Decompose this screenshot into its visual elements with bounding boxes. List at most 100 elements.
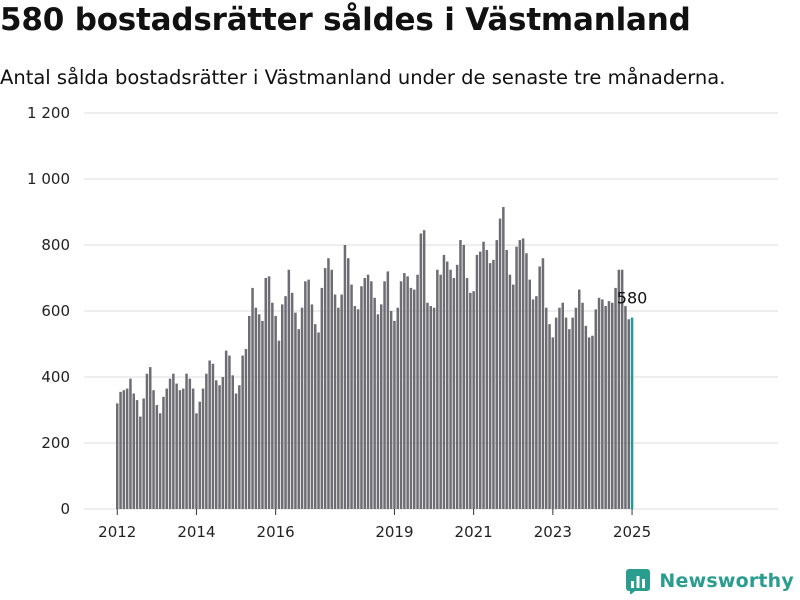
bar [581, 302, 584, 509]
bar [198, 401, 201, 509]
bar [274, 315, 277, 509]
bar [248, 315, 251, 509]
bar [515, 246, 518, 509]
bar [531, 299, 535, 509]
bar [234, 393, 238, 509]
bar [267, 276, 271, 509]
bar [535, 296, 538, 509]
bar [571, 317, 574, 509]
bar [426, 302, 429, 509]
bar [607, 301, 611, 509]
bar [508, 274, 512, 509]
bar [314, 324, 317, 509]
bar [360, 286, 363, 509]
bar [442, 254, 446, 509]
bar [528, 279, 531, 509]
bar [241, 355, 244, 509]
x-axis-ticks: 2012 2014 2016 2019 2021 2023 2025 [98, 509, 651, 541]
bar [330, 269, 333, 509]
bar [135, 400, 139, 509]
bar [465, 278, 469, 509]
bar [215, 380, 218, 509]
bar [221, 377, 225, 509]
bar [462, 245, 465, 509]
bar [142, 398, 145, 509]
bar [521, 238, 525, 509]
bar [413, 289, 416, 509]
bar [294, 312, 297, 509]
bar [512, 284, 515, 509]
bar [617, 269, 621, 509]
bar [251, 287, 254, 509]
bar [228, 355, 231, 509]
y-tick-label: 200 [41, 434, 70, 452]
bar [429, 306, 432, 509]
bar [261, 320, 264, 509]
bar [310, 304, 314, 509]
bar [422, 230, 426, 509]
bar [538, 266, 541, 509]
bar [498, 218, 502, 509]
x-tick-label: 2021 [455, 523, 493, 541]
bar [175, 383, 178, 509]
bar [145, 373, 149, 509]
bar [564, 317, 568, 509]
bar [604, 306, 607, 509]
bar-latest [630, 317, 634, 509]
bar [614, 287, 617, 509]
bar [149, 367, 152, 509]
bar [304, 281, 307, 509]
bar [376, 314, 380, 509]
bar [472, 291, 475, 509]
bar [340, 294, 343, 509]
brand-name: Newsworthy [659, 570, 794, 592]
y-tick-label: 800 [41, 236, 70, 254]
bar [195, 413, 198, 509]
bar-chart: 0 200 400 600 800 1 000 1 200 2012 2014 2016 2019… [27, 104, 778, 541]
bar [162, 396, 165, 509]
bar [541, 258, 545, 509]
bar [545, 307, 548, 509]
bar [561, 302, 564, 509]
bar [485, 249, 489, 509]
chart-bars [116, 207, 634, 510]
bar [185, 373, 188, 509]
x-tick-label: 2025 [613, 523, 651, 541]
page-subtitle: Antal sålda bostadsrätter i Västmanland … [0, 66, 726, 89]
bar [403, 273, 406, 509]
bar [475, 254, 479, 509]
bar [155, 405, 159, 509]
bar [554, 317, 558, 509]
bar [551, 337, 555, 509]
bar [568, 329, 571, 509]
bar [587, 337, 591, 509]
bar [327, 258, 330, 509]
bar [300, 307, 304, 509]
y-tick-label: 400 [41, 368, 70, 386]
bar [393, 320, 396, 509]
bar [601, 299, 604, 509]
newsworthy-brand: Newsworthy [625, 568, 794, 594]
bar [287, 269, 291, 509]
bar [337, 307, 340, 509]
x-tick-label: 2023 [534, 523, 572, 541]
bar [350, 284, 353, 509]
bar [116, 403, 119, 509]
bar [505, 249, 508, 509]
bar [620, 269, 624, 509]
y-tick-label: 600 [41, 302, 70, 320]
bar [188, 378, 192, 509]
bar [244, 348, 248, 509]
bar [284, 296, 287, 509]
bar [455, 264, 459, 509]
bar [597, 297, 601, 509]
bar [591, 335, 594, 509]
bar [409, 287, 413, 509]
bar [347, 258, 350, 509]
bar [611, 302, 614, 509]
bar [320, 287, 324, 509]
bar [211, 363, 215, 509]
bar [525, 253, 528, 509]
bar [307, 279, 310, 509]
bar [373, 297, 376, 509]
